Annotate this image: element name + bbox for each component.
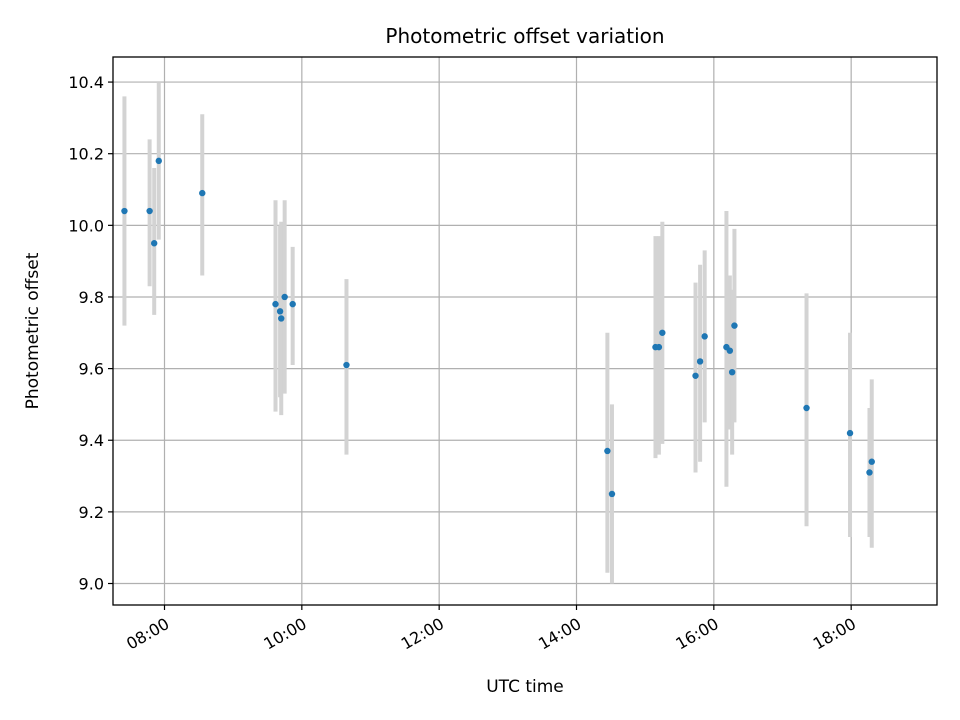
data-point [289,300,296,308]
x-tick-label: 14:00 [535,614,584,654]
errorbars [122,82,874,584]
data-point [728,368,736,376]
data-point [866,469,873,476]
y-tick-label: 9.2 [79,503,104,522]
y-tick-label: 10.0 [68,216,104,235]
data-point [151,240,158,247]
x-tick-label: 18:00 [810,614,859,654]
y-tick-label: 9.8 [79,288,104,307]
data-point [155,157,162,165]
data-point [272,300,279,308]
y-tick-label: 9.0 [79,575,104,594]
data-point [692,372,699,379]
data-point [655,343,663,351]
data-point [696,358,704,365]
data-point [608,490,616,498]
x-tick-label: 10:00 [260,614,309,654]
y-tick-label: 9.4 [79,431,104,450]
data-point [343,361,350,369]
data-point [604,447,611,455]
x-axis: 08:00 10:00 12:00 14:00 16:00 18:00 [123,605,859,654]
data-points [121,157,875,498]
y-axis: 9.0 9.2 9.4 9.6 9.8 10.0 10.2 10.4 [68,73,113,594]
data-point [278,315,285,322]
plot-frame [112,56,938,606]
y-tick-label: 9.6 [79,360,104,379]
data-point [846,429,854,437]
data-point [146,207,153,215]
data-point [276,308,284,315]
data-point [121,207,128,215]
y-tick-label: 10.2 [68,145,104,164]
x-tick-label: 08:00 [123,614,172,654]
data-point [701,333,708,340]
chart-title: Photometric offset variation [385,24,664,48]
y-axis-title: Photometric offset [23,252,43,409]
data-point [803,404,810,412]
data-point [281,293,288,301]
data-point [199,189,206,197]
data-point [726,347,734,354]
x-axis-title: UTC time [486,677,564,697]
data-point [731,322,738,329]
data-point [868,458,875,465]
data-point [659,329,666,336]
y-tick-label: 10.4 [68,73,104,92]
x-tick-label: 16:00 [672,614,721,654]
grid [113,57,937,605]
x-tick-label: 12:00 [398,614,447,654]
